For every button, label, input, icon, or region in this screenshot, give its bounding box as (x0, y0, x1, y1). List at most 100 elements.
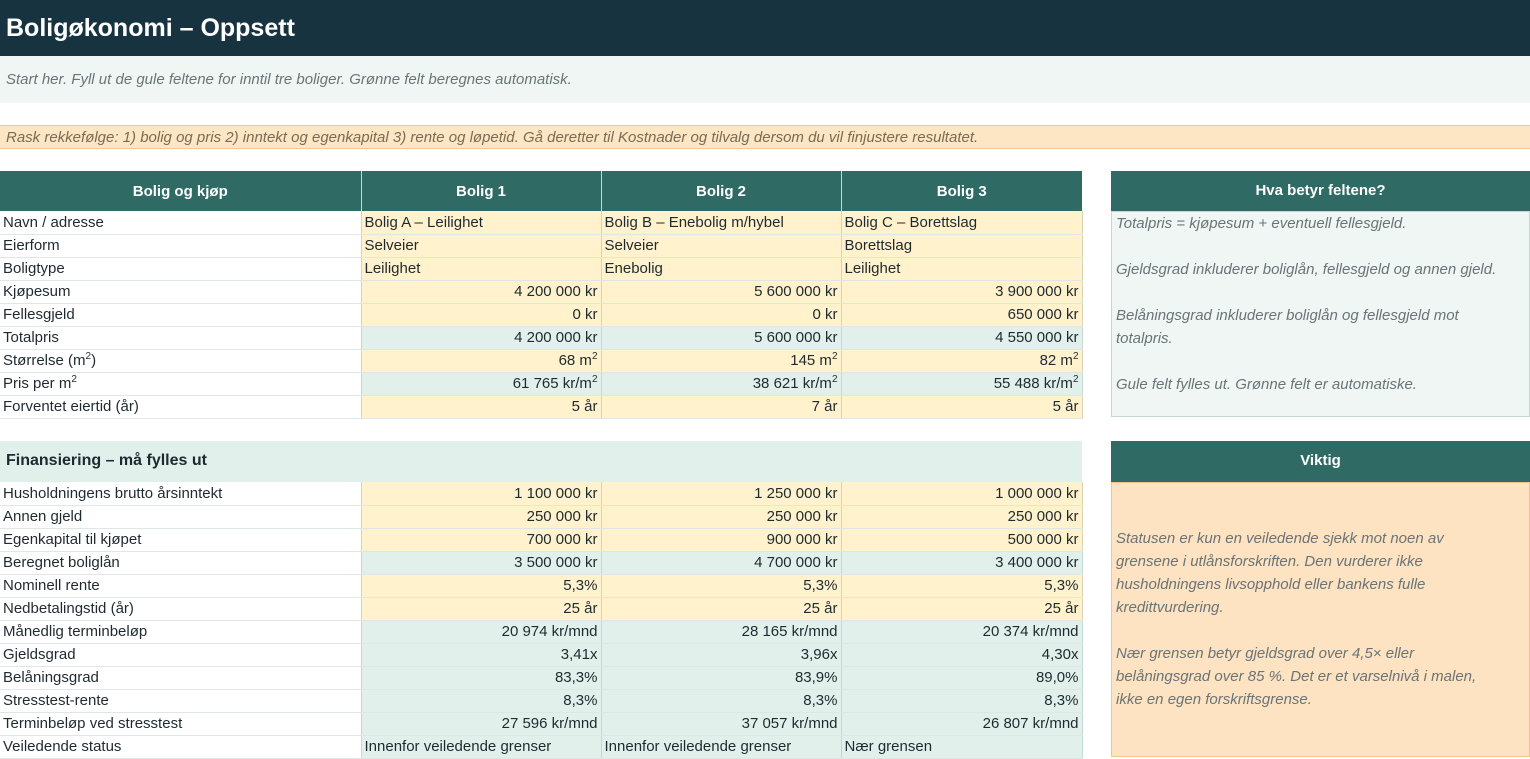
cell-calculated: 83,3% (361, 666, 602, 690)
info-line: Belåningsgrad inkluderer boliglån og fel… (1116, 307, 1459, 324)
cell-input[interactable]: 1 100 000 kr (361, 482, 602, 506)
cell-calculated: 3,41x (361, 643, 602, 667)
info-line: Gule felt fylles ut. Grønne felt er auto… (1116, 376, 1417, 393)
cell-input[interactable]: 1 000 000 kr (841, 482, 1083, 506)
finance-row: Veiledende status Innenfor veiledende gre… (0, 735, 1083, 759)
row-kjopesum: Kjøpesum 4 200 000 kr 5 600 000 kr 3 900… (0, 280, 1083, 304)
row-pris-per-m2: Pris per m2 61 765 kr/m2 38 621 kr/m2 55… (0, 372, 1083, 396)
finance-row: Beregnet boliglån 3 500 000 kr 4 700 000 k… (0, 551, 1083, 575)
cell-calculated: 4,30x (841, 643, 1083, 667)
cell-input[interactable]: 5,3% (361, 574, 602, 598)
finance-section-header: Finansiering – må fylles ut (0, 441, 1082, 482)
cell-input[interactable]: 5 år (841, 395, 1083, 419)
intro-banner: Start her. Fyll ut de gule feltene for i… (0, 56, 1530, 103)
row-label: Forventet eiertid (år) (0, 395, 362, 419)
col-header-bolig-2: Bolig 2 (601, 171, 842, 211)
cell-input[interactable]: 900 000 kr (601, 528, 842, 552)
row-label: Husholdningens brutto årsinntekt (0, 482, 362, 506)
cell-input[interactable]: 25 år (601, 597, 842, 621)
finance-row: Nedbetalingstid (år) 25 år 25 år 25 år (0, 597, 1083, 621)
row-label: Nominell rente (0, 574, 362, 598)
cell-calculated: 4 700 000 kr (601, 551, 842, 575)
cell-input[interactable]: Selveier (361, 234, 602, 258)
row-fellesgjeld: Fellesgjeld 0 kr 0 kr 650 000 kr (0, 303, 1083, 327)
row-navn: Navn / adresse Bolig A – Leilighet Bolig… (0, 211, 1083, 235)
cell-calculated: 8,3% (361, 689, 602, 713)
finance-row: Månedlig terminbeløp 20 974 kr/mnd 28 165 … (0, 620, 1083, 644)
cell-input[interactable]: 7 år (601, 395, 842, 419)
cell-input[interactable]: 82 m2 (841, 349, 1083, 373)
cell-input[interactable]: 1 250 000 kr (601, 482, 842, 506)
col-header-bolig-1: Bolig 1 (361, 171, 602, 211)
cell-input[interactable]: 250 000 kr (361, 505, 602, 529)
finance-row: Stresstest-rente 8,3% 8,3% 8,3% (0, 689, 1083, 713)
cell-calculated: 38 621 kr/m2 (601, 372, 842, 396)
cell-input[interactable]: 5 600 000 kr (601, 280, 842, 304)
cell-calculated: 61 765 kr/m2 (361, 372, 602, 396)
cell-calculated: 27 596 kr/mnd (361, 712, 602, 736)
finance-row: Husholdningens brutto årsinntekt 1 100 00… (0, 482, 1083, 506)
finance-row: Terminbeløp ved stresstest 27 596 kr/mnd 3… (0, 712, 1083, 736)
hint-banner: Rask rekkefølge: 1) bolig og pris 2) inn… (0, 125, 1530, 149)
row-totalpris: Totalpris 4 200 000 kr 5 600 000 kr 4 55… (0, 326, 1083, 350)
cell-input[interactable]: 250 000 kr (601, 505, 842, 529)
cell-input[interactable]: 500 000 kr (841, 528, 1083, 552)
cell-calculated: 83,9% (601, 666, 842, 690)
row-label: Beregnet boliglån (0, 551, 362, 575)
cell-input[interactable]: 68 m2 (361, 349, 602, 373)
cell-input[interactable]: 5,3% (841, 574, 1083, 598)
cell-input[interactable]: Enebolig (601, 257, 842, 281)
cell-input[interactable]: 25 år (361, 597, 602, 621)
cell-input[interactable]: 25 år (841, 597, 1083, 621)
cell-input[interactable]: 700 000 kr (361, 528, 602, 552)
row-label: Veiledende status (0, 735, 362, 759)
status-cell: Nær grensen (841, 735, 1083, 759)
row-label: Månedlig terminbeløp (0, 620, 362, 644)
cell-calculated: 28 165 kr/mnd (601, 620, 842, 644)
row-eiertid: Forventet eiertid (år) 5 år 7 år 5 år (0, 395, 1083, 419)
cell-input[interactable]: 145 m2 (601, 349, 842, 373)
row-label: Fellesgjeld (0, 303, 362, 327)
warn-panel-header: Viktig (1111, 441, 1530, 482)
row-boligtype: Boligtype Leilighet Enebolig Leilighet (0, 257, 1083, 281)
row-label: Pris per m2 (0, 372, 362, 396)
cell-input[interactable]: 650 000 kr (841, 303, 1083, 327)
warn-panel: Statusen er kun en veiledende sjekk mot … (1111, 482, 1530, 757)
warn-panel-title: Viktig (1300, 452, 1341, 469)
warn-line: Statusen er kun en veiledende sjekk mot … (1116, 530, 1444, 547)
intro-text: Start her. Fyll ut de gule feltene for i… (6, 71, 572, 88)
finance-table: Husholdningens brutto årsinntekt 1 100 00… (0, 482, 1083, 759)
cell-calculated: 20 374 kr/mnd (841, 620, 1083, 644)
info-line: Totalpris = kjøpesum + eventuell fellesg… (1116, 215, 1407, 232)
cell-input[interactable]: 250 000 kr (841, 505, 1083, 529)
cell-input[interactable]: Leilighet (361, 257, 602, 281)
cell-input[interactable]: Bolig B – Enebolig m/hybel (601, 211, 842, 235)
cell-input[interactable]: 5 år (361, 395, 602, 419)
col-header-section: Bolig og kjøp (0, 171, 362, 211)
cell-input[interactable]: 3 900 000 kr (841, 280, 1083, 304)
row-label: Boligtype (0, 257, 362, 281)
cell-calculated: 26 807 kr/mnd (841, 712, 1083, 736)
finance-title: Finansiering – må fylles ut (6, 452, 207, 469)
row-label: Annen gjeld (0, 505, 362, 529)
cell-input[interactable]: Bolig C – Borettslag (841, 211, 1083, 235)
page-title: Boligøkonomi – Oppsett (6, 14, 295, 42)
row-label: Navn / adresse (0, 211, 362, 235)
cell-input[interactable]: 0 kr (601, 303, 842, 327)
cell-input[interactable]: 0 kr (361, 303, 602, 327)
cell-input[interactable]: 5,3% (601, 574, 842, 598)
row-label: Eierform (0, 234, 362, 258)
finance-row: Egenkapital til kjøpet 700 000 kr 900 000 … (0, 528, 1083, 552)
housing-table: Bolig og kjøp Bolig 1 Bolig 2 Bolig 3 Na… (0, 171, 1083, 419)
cell-calculated: 55 488 kr/m2 (841, 372, 1083, 396)
cell-calculated: 3 400 000 kr (841, 551, 1083, 575)
cell-calculated: 3 500 000 kr (361, 551, 602, 575)
cell-calculated: 8,3% (841, 689, 1083, 713)
cell-calculated: 4 550 000 kr (841, 326, 1083, 350)
cell-input[interactable]: Leilighet (841, 257, 1083, 281)
cell-input[interactable]: Borettslag (841, 234, 1083, 258)
row-eierform: Eierform Selveier Selveier Borettslag (0, 234, 1083, 258)
cell-input[interactable]: 4 200 000 kr (361, 280, 602, 304)
cell-input[interactable]: Selveier (601, 234, 842, 258)
cell-input[interactable]: Bolig A – Leilighet (361, 211, 602, 235)
